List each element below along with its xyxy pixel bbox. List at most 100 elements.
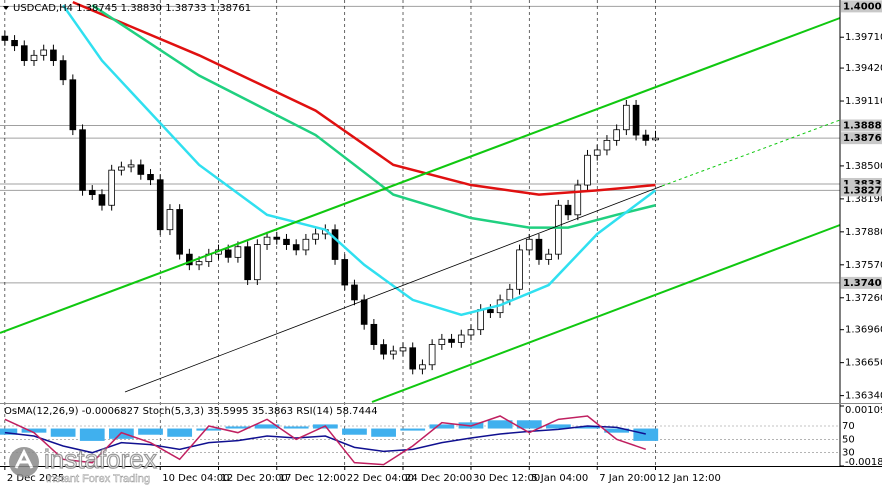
candle-body <box>79 129 86 191</box>
oscillator-line <box>4 415 647 466</box>
candle-body <box>263 236 271 246</box>
level-label: 1.38270 <box>843 185 882 196</box>
histogram-bar <box>516 420 542 429</box>
histogram-bar <box>633 428 659 441</box>
candle-body <box>341 259 349 286</box>
candle-body <box>176 209 183 255</box>
candle-body <box>292 244 300 251</box>
candle-body <box>59 60 67 81</box>
candle-body <box>525 238 533 251</box>
candle-body <box>603 139 611 151</box>
candle-body <box>516 249 523 290</box>
candle-body <box>98 194 106 206</box>
candle-body <box>11 40 18 47</box>
level-label: 1.37400 <box>843 278 882 289</box>
x-tick-label: 24 Dec 20:00 <box>405 473 472 484</box>
candle-body <box>477 309 485 331</box>
candle-body <box>535 238 543 260</box>
histogram-bar <box>138 428 163 435</box>
y2-tick-label: 30 <box>842 448 855 459</box>
histogram-bar <box>342 428 367 435</box>
y-tick-label: 0.001093 <box>845 405 882 416</box>
candle-body <box>487 309 494 314</box>
level-tag <box>841 276 882 289</box>
y-tick-label: 1.37570 <box>845 260 882 271</box>
level-tag <box>841 119 882 132</box>
candle-body <box>273 236 281 240</box>
trend-line <box>124 185 663 393</box>
y-tick-label: -0.001817 <box>845 457 882 468</box>
candle-body <box>312 233 319 240</box>
candle-body <box>50 49 57 62</box>
indicator-title: OsMA(12,26,9) -0.0006827 Stoch(5,3,3) 35… <box>4 406 378 417</box>
y-tick-label: 1.36960 <box>845 325 882 336</box>
y-tick-label: 1.36340 <box>845 391 882 402</box>
candle-body <box>118 166 125 171</box>
x-tick-label: 12 Dec 20:00 <box>220 473 287 484</box>
grid-layer <box>0 0 840 466</box>
candle-body <box>380 344 387 355</box>
candle-body <box>613 129 620 141</box>
candle-body <box>438 338 446 345</box>
histogram-bar <box>50 428 76 437</box>
y2-tick-label: 70 <box>842 421 855 432</box>
histogram-bar <box>283 426 309 429</box>
watermark: instaforex Instant Forex Trading <box>9 443 157 485</box>
y-tick-label: 1.37880 <box>845 227 882 238</box>
y-tick-label: 1.38500 <box>845 161 882 172</box>
histogram-bar <box>487 420 513 429</box>
candle-body <box>283 238 290 246</box>
x-tick-label: 7 Jan 20:00 <box>599 473 656 484</box>
candle-body <box>351 284 358 301</box>
histogram-bar <box>196 428 222 431</box>
marks-layer <box>0 0 659 466</box>
title-marker <box>3 6 9 10</box>
trend-line <box>661 119 841 187</box>
candle-body <box>254 244 261 281</box>
trend-lines <box>0 17 841 403</box>
trend-line <box>0 17 841 334</box>
candle-body <box>584 154 591 186</box>
candle-body <box>137 164 145 175</box>
histogram-bar <box>400 428 426 431</box>
candle-body <box>234 246 242 258</box>
x-tick-label: 30 Dec 12:00 <box>473 473 540 484</box>
candle-body <box>302 238 310 251</box>
trend-line <box>371 224 841 403</box>
level-label: 1.38880 <box>843 120 882 131</box>
y-tick-label: 1.38190 <box>845 194 882 205</box>
candle-body <box>186 253 193 266</box>
candle-body <box>30 54 38 62</box>
moving-average <box>91 4 656 229</box>
histogram-bar <box>429 424 455 429</box>
level-tag <box>841 132 882 145</box>
histogram-bar <box>167 428 193 437</box>
candle-body <box>370 323 378 345</box>
histogram-bar <box>604 428 630 433</box>
chart-title: USDCAD,H4 1.38745 1.38830 1.38733 1.3876… <box>13 3 251 14</box>
candle-body <box>409 347 417 370</box>
candle-body <box>88 189 96 196</box>
y-tick-label: 1.37260 <box>845 293 882 304</box>
candle-body <box>147 174 154 181</box>
histogram-bar <box>225 426 251 429</box>
watermark-tagline: Instant Forex Trading <box>46 473 150 485</box>
candle-body <box>428 344 436 366</box>
candle-body <box>399 347 407 352</box>
histogram-bar <box>575 426 600 429</box>
candle-body <box>40 49 48 56</box>
watermark-name: instaforex <box>44 444 157 474</box>
y-tick-label: 1.39420 <box>845 63 882 74</box>
level-label: 1.38761 <box>843 133 882 144</box>
level-tag <box>841 0 882 13</box>
candle-body <box>652 137 659 141</box>
candle-body <box>156 179 164 231</box>
y2-tick-label: 50 <box>842 434 855 445</box>
x-tick-label: 17 Dec 12:00 <box>279 473 346 484</box>
x-tick-label: 5 Jan 04:00 <box>531 473 588 484</box>
histogram-bar <box>21 428 47 433</box>
candle-body <box>448 338 455 343</box>
level-label: 1.40000 <box>843 1 882 12</box>
candle-body <box>506 288 514 301</box>
